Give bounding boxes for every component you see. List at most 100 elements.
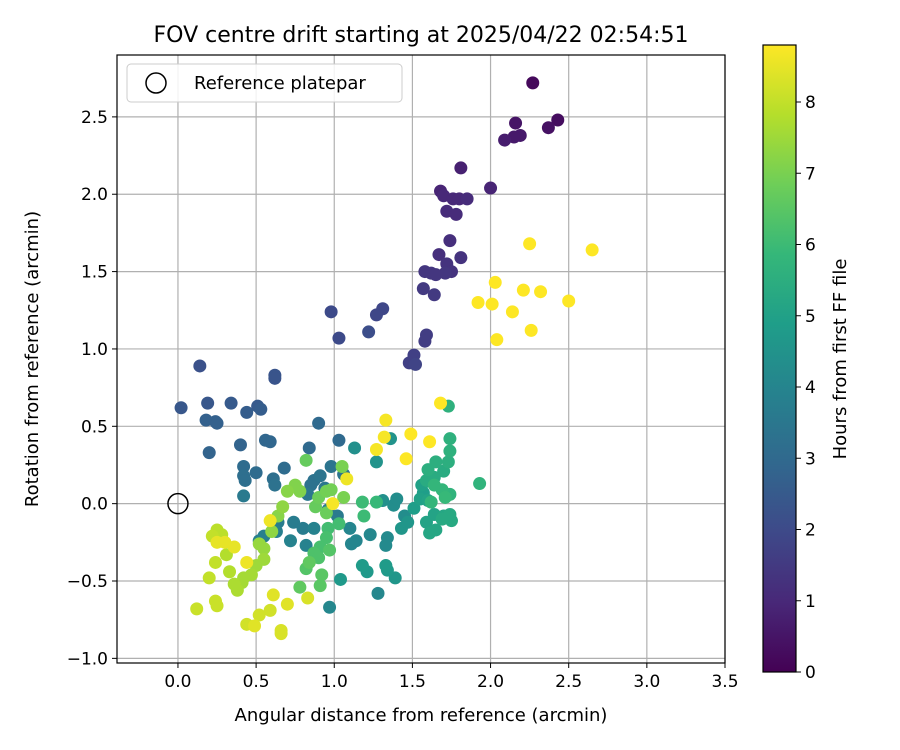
x-tick-label: 2.5 [555, 672, 582, 692]
scatter-point [287, 515, 301, 529]
y-tick-label: −0.5 [67, 572, 108, 592]
scatter-point [252, 608, 266, 622]
scatter-point [324, 460, 338, 474]
y-tick-label: 2.5 [81, 108, 108, 128]
scatter-point [369, 495, 383, 509]
scatter-point [223, 565, 237, 579]
scatter-point [432, 248, 446, 262]
scatter-point [280, 597, 294, 611]
x-tick-label: 3.5 [711, 672, 738, 692]
scatter-point [516, 283, 530, 297]
scatter-point [335, 460, 349, 474]
scatter-point [424, 495, 438, 509]
colorbar-tick-label: 1 [805, 592, 816, 612]
y-tick-label: 2.0 [81, 185, 108, 205]
scatter-point [485, 297, 499, 311]
scatter-point [371, 586, 385, 600]
scatter-point [208, 555, 222, 569]
scatter-point [418, 334, 432, 348]
scatter-point [377, 430, 391, 444]
scatter-point [233, 438, 247, 452]
plot-area: 0.0 0.5 1.0 1.5 2.0 2.5 3.0 3.5 −1.0 −0.5 0.0 0.5 1… [67, 54, 739, 692]
scatter-point [227, 577, 241, 591]
scatter-point [324, 305, 338, 319]
scatter-point [488, 275, 502, 289]
scatter-point [399, 452, 413, 466]
colorbar-tick-label: 2 [805, 521, 816, 541]
scatter-point [390, 492, 404, 506]
scatter-point [534, 285, 548, 299]
scatter-point [551, 113, 565, 127]
scatter-point [193, 359, 207, 373]
scatter-point [224, 396, 238, 410]
scatter-point [369, 308, 383, 322]
scatter-point [473, 477, 487, 491]
scatter-point [490, 333, 504, 347]
colorbar-tick-label: 4 [805, 378, 816, 398]
scatter-point [379, 559, 393, 573]
scatter-point [201, 396, 215, 410]
legend-label: Reference platepar [194, 73, 366, 94]
scatter-point [299, 453, 313, 467]
scatter-point [312, 416, 326, 430]
scatter-point [369, 443, 383, 457]
scatter-point [302, 555, 316, 569]
scatter-point [210, 599, 224, 613]
y-tick-label: 0.0 [81, 495, 108, 515]
y-tick-label: 0.5 [81, 417, 108, 437]
scatter-point [265, 524, 279, 538]
x-tick-label: 0.5 [243, 672, 270, 692]
scatter-point [190, 602, 204, 616]
scatter-point [323, 600, 337, 614]
scatter-point [369, 455, 383, 469]
scatter-point [280, 484, 294, 498]
scatter-point [293, 484, 307, 498]
legend: Reference platepar [126, 63, 403, 103]
scatter-point [313, 579, 327, 593]
scatter-point [283, 534, 297, 548]
scatter-point [423, 526, 437, 540]
scatter-point [363, 528, 377, 542]
scatter-point [418, 265, 432, 279]
scatter-point [404, 427, 418, 441]
scatter-point [296, 521, 310, 535]
scatter-point [434, 396, 448, 410]
scatter-point [174, 401, 188, 415]
y-axis-ticks: −1.0 −0.5 0.0 0.5 1.0 1.5 2.0 2.5 [67, 108, 117, 669]
scatter-point [460, 192, 474, 206]
scatter-point [319, 531, 333, 545]
scatter-point [340, 472, 354, 486]
scatter-point [523, 237, 537, 251]
colorbar-tick-label: 3 [805, 449, 816, 469]
colorbar-ticks: 0 1 2 3 4 5 6 7 8 [796, 93, 816, 683]
scatter-point [509, 116, 523, 130]
scatter-point [337, 490, 351, 504]
x-tick-label: 0.0 [164, 672, 191, 692]
scatter-point [263, 603, 277, 617]
x-axis-label: Angular distance from reference (arcmin) [235, 705, 608, 726]
scatter-point [237, 489, 251, 503]
legend-box [126, 63, 403, 103]
scatter-point [562, 294, 576, 308]
scatter-point [379, 413, 393, 427]
scatter-point [355, 495, 369, 509]
scatter-point [441, 455, 455, 469]
x-tick-label: 1.0 [321, 672, 348, 692]
colorbar-label: Hours from first FF file [830, 259, 851, 460]
scatter-point [526, 76, 540, 90]
scatter-point [202, 571, 216, 585]
scatter-point [429, 268, 443, 282]
scatter-point [307, 521, 321, 535]
scatter-point [202, 446, 216, 460]
colorbar-tick-label: 0 [805, 663, 816, 683]
y-tick-label: −1.0 [67, 649, 108, 669]
scatter-point [416, 282, 430, 296]
scatter-point [429, 455, 443, 469]
scatter-point [240, 405, 254, 419]
scatter-point [301, 591, 315, 605]
scatter-point [449, 207, 463, 221]
scatter-point [319, 506, 333, 520]
scatter-point [407, 501, 421, 515]
scatter-point [380, 531, 394, 545]
